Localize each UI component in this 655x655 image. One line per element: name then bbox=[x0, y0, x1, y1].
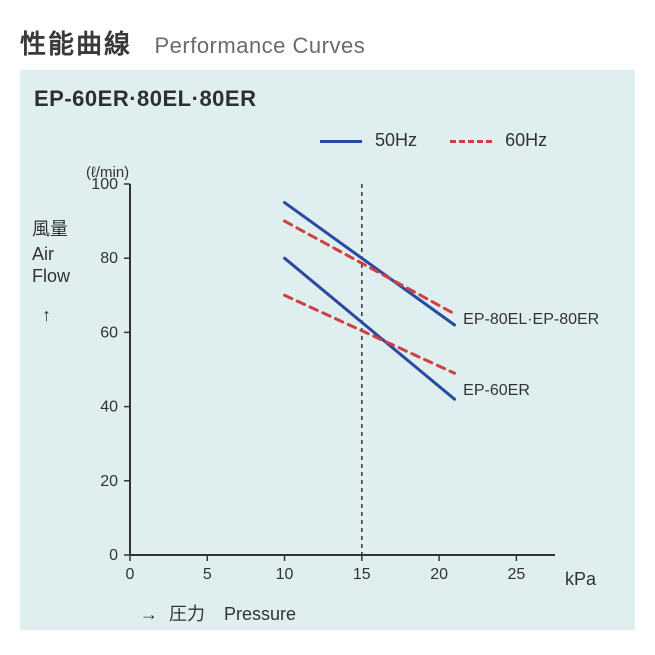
legend-label-60hz: 60Hz bbox=[505, 130, 547, 150]
svg-text:10: 10 bbox=[276, 566, 294, 583]
page-title: 性能曲線 Performance Curves bbox=[20, 24, 365, 61]
x-axis-label-en: Pressure bbox=[224, 604, 296, 624]
svg-text:100: 100 bbox=[91, 176, 118, 193]
legend-item-60hz: 60Hz bbox=[450, 130, 547, 151]
x-axis-label: → 圧力 Pressure bbox=[140, 600, 296, 626]
x-axis-label-jp: 圧力 bbox=[169, 604, 205, 624]
legend-label-50hz: 50Hz bbox=[375, 130, 417, 150]
svg-text:25: 25 bbox=[507, 566, 525, 583]
swatch-solid-icon bbox=[320, 140, 362, 143]
chart: (ℓ/min) 風量 Air Flow ↑ 051015202502040608… bbox=[20, 160, 635, 630]
swatch-dashed-icon bbox=[450, 140, 492, 143]
svg-text:20: 20 bbox=[430, 566, 448, 583]
svg-text:0: 0 bbox=[109, 547, 118, 564]
series-label-ep80: EP-80EL·EP-80ER bbox=[463, 311, 599, 329]
plot-svg: 0 5 10 15 20 25 0 20 40 60 80 100 bbox=[20, 160, 635, 600]
svg-text:40: 40 bbox=[100, 399, 118, 416]
svg-text:15: 15 bbox=[353, 566, 371, 583]
x-axis-unit: kPa bbox=[565, 569, 596, 590]
series-label-ep60: EP-60ER bbox=[463, 382, 530, 400]
model-label: EP-60ER·80EL·80ER bbox=[34, 86, 256, 112]
chart-panel: EP-60ER·80EL·80ER 50Hz 60Hz (ℓ/min) 風量 A… bbox=[20, 70, 635, 630]
title-jp: 性能曲線 bbox=[20, 29, 132, 59]
svg-text:20: 20 bbox=[100, 473, 118, 490]
svg-text:60: 60 bbox=[100, 324, 118, 341]
svg-text:0: 0 bbox=[126, 566, 135, 583]
legend: 50Hz 60Hz bbox=[320, 130, 575, 151]
svg-text:80: 80 bbox=[100, 250, 118, 267]
x-axis-arrow-icon: → bbox=[140, 604, 158, 624]
page: 性能曲線 Performance Curves EP-60ER·80EL·80E… bbox=[0, 0, 655, 655]
title-en: Performance Curves bbox=[154, 33, 365, 58]
legend-item-50hz: 50Hz bbox=[320, 130, 417, 151]
svg-text:5: 5 bbox=[203, 566, 212, 583]
